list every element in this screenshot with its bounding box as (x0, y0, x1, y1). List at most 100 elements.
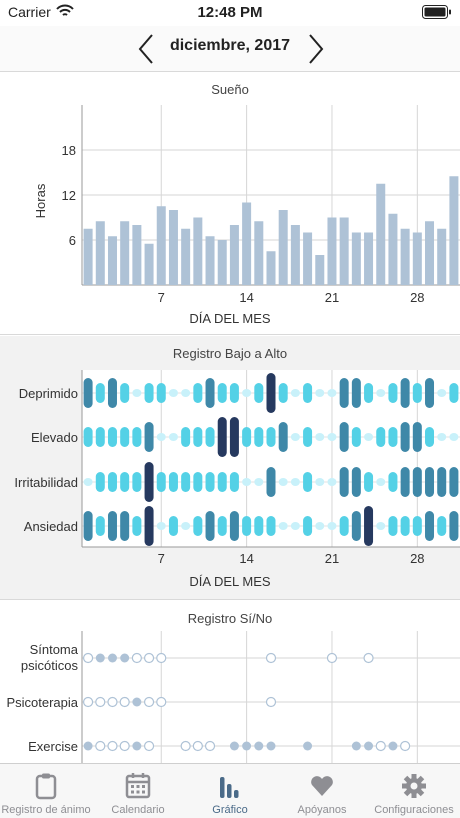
mood-mark (290, 389, 300, 397)
no-dot (95, 740, 106, 752)
mood-row-label: Ansiedad (24, 519, 78, 534)
mood-mark (364, 433, 374, 441)
mood-x-tick-label: 21 (325, 551, 339, 566)
mood-mark (364, 383, 374, 403)
sleep-bar (168, 210, 178, 285)
mood-mark (229, 383, 239, 403)
mood-mark (144, 506, 154, 546)
mood-mark (242, 389, 252, 397)
mood-mark (412, 516, 422, 536)
mood-mark (205, 378, 215, 408)
mood-mark (229, 511, 239, 541)
tab-chart[interactable]: Gráfico (184, 764, 276, 818)
sleep-bar (229, 225, 239, 285)
clock: 12:48 PM (197, 4, 263, 21)
mood-mark (351, 511, 361, 541)
mood-mark (132, 516, 142, 536)
mood-mark (168, 472, 178, 492)
mood-mark (449, 383, 459, 403)
mood-mark (254, 478, 264, 486)
status-bar: Carrier 12:48 PM (0, 0, 460, 26)
mood-mark (205, 427, 215, 447)
sleep-bar (254, 221, 264, 285)
mood-mark (144, 383, 154, 403)
sleep-bar (266, 251, 276, 285)
mood-mark (254, 383, 264, 403)
mood-mark (339, 516, 349, 536)
mood-mark (412, 422, 422, 452)
mood-mark (156, 472, 166, 492)
mood-row-label: Elevado (31, 430, 78, 445)
mood-mark (266, 373, 276, 413)
sleep-bar (132, 225, 142, 285)
mood-mark (327, 522, 337, 530)
mood-mark (412, 383, 422, 403)
sleep-bar (339, 217, 349, 285)
no-dot (400, 740, 411, 752)
sleep-bar (303, 232, 313, 285)
mood-mark (217, 472, 227, 492)
mood-mark (217, 383, 227, 403)
mood-mark (400, 467, 410, 497)
sleep-bar (144, 243, 154, 285)
sleep-bar (351, 232, 361, 285)
mood-mark (266, 427, 276, 447)
mood-mark (266, 516, 276, 536)
sleep-bar (412, 232, 422, 285)
tab-mood-log[interactable]: Registro de ánimo (0, 764, 92, 818)
mood-mark (107, 378, 117, 408)
mood-mark (437, 389, 447, 397)
sleep-bar (315, 255, 325, 285)
mood-mark (168, 389, 178, 397)
clipboard-icon (33, 772, 59, 805)
mood-chart-panel: Registro Bajo a Alto Deprimido Elevado Irr… (0, 336, 460, 600)
sleep-bar (364, 232, 374, 285)
yes-dot (266, 741, 276, 751)
no-dot (119, 740, 130, 752)
no-dot (82, 652, 94, 664)
mood-mark (315, 478, 325, 486)
no-dot (143, 696, 155, 708)
mood-mark (120, 472, 130, 492)
previous-month-button[interactable] (132, 32, 162, 66)
sleep-bar (217, 240, 227, 285)
no-dot (180, 740, 191, 752)
yesno-row-label: Síntoma (30, 642, 79, 657)
next-month-button[interactable] (300, 32, 330, 66)
sleep-bar (290, 225, 300, 285)
tab-calendar[interactable]: Calendario (92, 764, 184, 818)
mood-mark (95, 472, 105, 492)
sleep-x-tick-label: 21 (325, 290, 339, 305)
mood-mark (278, 522, 288, 530)
sleep-bar (193, 217, 203, 285)
mood-x-axis-label: DÍA DEL MES (189, 574, 270, 589)
sleep-y-axis-label: Horas (33, 183, 48, 218)
chevron-right-icon (309, 34, 324, 64)
sleep-bar (327, 217, 337, 285)
no-dot (143, 652, 155, 664)
mood-mark (339, 467, 349, 497)
mood-mark (303, 383, 313, 403)
mood-mark (278, 422, 288, 452)
mood-mark (193, 427, 203, 447)
no-dot (143, 740, 155, 752)
mood-mark (107, 472, 117, 492)
tab-settings[interactable]: Configuraciones (368, 764, 460, 818)
no-dot (95, 696, 106, 708)
yes-dot (107, 653, 117, 663)
mood-mark (315, 522, 325, 530)
sleep-x-tick-label: 28 (410, 290, 424, 305)
tab-support-us[interactable]: Apóyanos (276, 764, 368, 818)
mood-mark (327, 478, 337, 486)
mood-mark (290, 433, 300, 441)
tab-label: Registro de ánimo (1, 804, 91, 816)
mood-mark (315, 389, 325, 397)
month-title: diciembre, 2017 (169, 37, 291, 54)
no-dot (131, 652, 142, 664)
mood-mark (388, 472, 398, 492)
mood-chart-title: Registro Bajo a Alto (172, 346, 288, 361)
sleep-bar (120, 221, 130, 285)
yes-dot (120, 653, 130, 663)
tab-label: Gráfico (212, 804, 248, 816)
yes-dot (132, 697, 142, 707)
